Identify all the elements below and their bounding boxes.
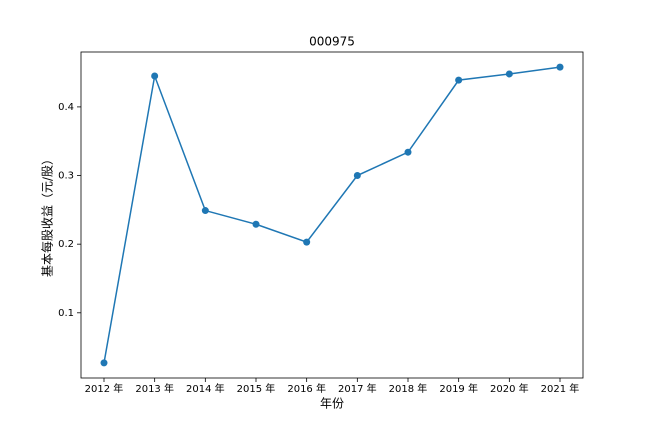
x-tick-label: 2021 年 bbox=[541, 382, 580, 395]
x-tick-label: 2012 年 bbox=[85, 382, 124, 395]
point bbox=[201, 207, 209, 215]
x-tick-label: 2013 年 bbox=[135, 382, 174, 395]
y-tick-label: 0.2 bbox=[58, 239, 74, 250]
x-tick-label: 2019 年 bbox=[439, 382, 478, 395]
line bbox=[103, 66, 561, 364]
plot-frame bbox=[80, 51, 584, 379]
point bbox=[353, 172, 361, 180]
x-axis-label: 年份 bbox=[320, 397, 344, 411]
point bbox=[303, 238, 311, 246]
y-axis-label: 基本每股收益（元/股） bbox=[40, 153, 55, 277]
point bbox=[100, 359, 108, 367]
point bbox=[404, 148, 412, 156]
point bbox=[151, 72, 159, 80]
point bbox=[455, 76, 463, 84]
x-tick-label: 2017 年 bbox=[338, 382, 377, 395]
x-tick-label: 2020 年 bbox=[490, 382, 529, 395]
x-tick-label: 2015 年 bbox=[237, 382, 276, 395]
y-tick-label: 0.1 bbox=[58, 308, 74, 319]
x-tick-label: 2016 年 bbox=[287, 382, 326, 395]
y-tick-label: 0.3 bbox=[58, 171, 74, 182]
x-tick-label: 2018 年 bbox=[389, 382, 428, 395]
point bbox=[252, 220, 260, 228]
x-tick-label: 2014 年 bbox=[186, 382, 225, 395]
chart-title: 000975 bbox=[309, 35, 355, 49]
point bbox=[556, 63, 564, 71]
point bbox=[505, 70, 513, 78]
y-tick-label: 0.4 bbox=[58, 102, 74, 113]
